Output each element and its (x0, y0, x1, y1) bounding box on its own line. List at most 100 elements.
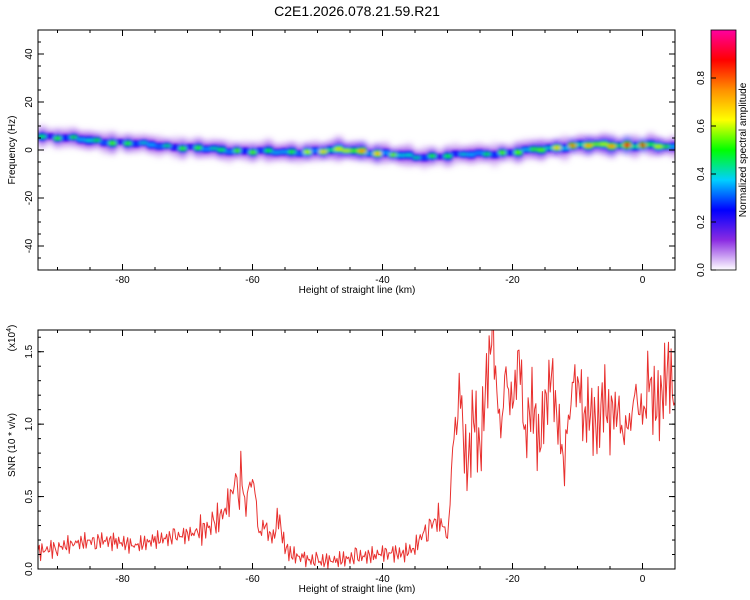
spectrogram-cell (248, 151, 257, 153)
spectrogram-cell (240, 150, 250, 152)
spectrogram-cell (326, 149, 335, 151)
spectrogram-x-tick-label: -60 (245, 275, 260, 286)
colorbar-tick-label: 0.4 (696, 167, 707, 181)
spectrogram-x-tick-label: -40 (375, 275, 390, 286)
spectrogram-cell (552, 146, 562, 149)
colorbar-tick-label: 0.8 (696, 71, 707, 85)
spectrogram-cell (623, 144, 632, 146)
spectrogram-cell (498, 151, 507, 154)
snr-y-tick-label: 0.0 (24, 562, 35, 576)
snr-y-label: SNR (10 * v/v) (7, 413, 18, 477)
spectrogram-cell (303, 151, 312, 153)
spectrogram-y-tick-label: 40 (24, 48, 35, 60)
spectrogram-cell (279, 151, 289, 153)
snr-x-tick-label: -60 (245, 574, 260, 585)
colorbar-label: Normalized spectral amplitude (738, 82, 749, 217)
spectrogram-cell (256, 149, 265, 152)
spectrogram-y-tick-label: 0 (24, 147, 35, 153)
spectrogram-cell (108, 142, 117, 144)
snr-x-tick-label: -40 (375, 574, 390, 585)
spectrogram-cell (662, 145, 671, 148)
spectrogram-cell (389, 154, 398, 156)
spectrogram-cell (521, 148, 530, 151)
spectrogram-cell (568, 145, 577, 147)
spectrogram-cell (428, 155, 437, 157)
spectrogram-cell (545, 147, 554, 149)
spectrogram-cell (123, 142, 133, 145)
spectrogram-frame (37, 29, 676, 271)
spectrogram-cell (506, 151, 515, 154)
spectrogram-cell (225, 150, 234, 153)
spectrogram-x-tick-label: -20 (505, 275, 520, 286)
spectrogram-cell (443, 155, 452, 157)
spectrogram-cell (490, 153, 499, 156)
spectrogram-cell (607, 145, 616, 148)
spectrogram-cell (646, 143, 655, 146)
snr-y-tick-label: 1.5 (24, 344, 35, 358)
snr-x-tick-label: 0 (640, 574, 646, 585)
spectrogram-cell (591, 143, 601, 145)
spectrogram-cell (201, 148, 211, 150)
spectrogram-cell (412, 157, 421, 159)
spectrogram-cell (381, 152, 390, 154)
spectrogram-cell (170, 146, 179, 149)
snr-y-tick-label: 0.5 (24, 489, 35, 503)
colorbar-ticks: 0.0 0.2 0.4 0.6 0.8 (696, 71, 716, 277)
spectrogram-cell (615, 144, 624, 147)
spectrogram-cell (233, 149, 242, 152)
colorbar-tick-label: 0.2 (696, 215, 707, 229)
spectrogram-cell (459, 153, 468, 155)
snr-series-line (38, 330, 675, 569)
spectrogram-cell (357, 150, 367, 152)
snr-plot-area (38, 330, 675, 569)
spectrogram-y-label: Frequency (Hz) (7, 116, 18, 185)
spectrogram-cell (116, 141, 125, 143)
spectrogram-cell (318, 150, 328, 153)
spectrogram-cell (630, 145, 640, 148)
colorbar-bar (710, 29, 737, 271)
spectrogram-cell (38, 135, 47, 138)
spectrogram-y-tick-label: -40 (24, 238, 35, 253)
spectrogram-cell (560, 147, 569, 150)
spectrogram-cell (482, 153, 491, 155)
spectrogram-cell (373, 152, 382, 155)
spectrogram-cell (654, 145, 663, 148)
spectrogram-cell (209, 147, 218, 149)
snr-x-tick-label: -20 (505, 574, 520, 585)
spectrogram-cell (638, 144, 647, 146)
spectrogram-cell (435, 156, 445, 158)
snr-scale-label: (x104) (6, 325, 18, 352)
spectrogram-cell (147, 144, 156, 146)
spectrogram-cell (474, 152, 484, 154)
spectrogram-cell (334, 148, 343, 150)
spectrogram-cell (669, 145, 675, 148)
spectrogram-cell (451, 152, 460, 155)
spectrogram-cell (45, 135, 55, 138)
spectrogram-cell (295, 152, 304, 155)
colorbar-tick-label: 0.0 (696, 263, 707, 277)
snr-y-tick-label: 1.0 (24, 417, 35, 431)
spectrogram-cell (342, 150, 351, 152)
snr-frame (37, 329, 676, 570)
snr-x-tick-label: -80 (115, 574, 130, 585)
spectrogram-cell (178, 147, 187, 150)
spectrogram-cell (287, 151, 296, 153)
spectrogram-cell (537, 149, 546, 151)
spectrogram-cell (529, 148, 538, 150)
spectrogram-cell (404, 154, 413, 156)
spectrogram-cell (61, 137, 70, 139)
spectrogram-cell (272, 151, 281, 154)
spectrogram-cell (92, 139, 101, 141)
spectrogram-cell (131, 142, 140, 145)
spectrogram-cell (53, 137, 62, 140)
spectrogram-cell (365, 152, 374, 155)
colorbar: 0.0 0.2 0.4 0.6 0.8 Normalized spectral ampl… (696, 29, 749, 277)
spectrogram-cell (576, 143, 585, 146)
spectrogram-cell (162, 145, 172, 147)
spectrogram-x-tick-label: -80 (115, 275, 130, 286)
spectrogram-x-label: Height of straight line (km) (299, 285, 416, 296)
spectrogram-cell (186, 146, 195, 148)
spectrogram-cell (77, 138, 86, 141)
spectrogram-cell (217, 149, 226, 151)
